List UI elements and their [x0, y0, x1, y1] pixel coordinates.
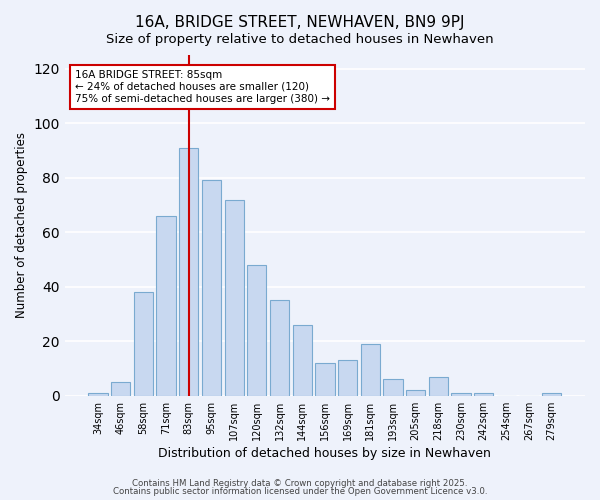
Bar — [247, 265, 266, 396]
Bar — [88, 393, 108, 396]
Text: 16A, BRIDGE STREET, NEWHAVEN, BN9 9PJ: 16A, BRIDGE STREET, NEWHAVEN, BN9 9PJ — [135, 15, 465, 30]
Bar — [338, 360, 357, 396]
Bar — [406, 390, 425, 396]
Bar — [111, 382, 130, 396]
Bar — [383, 380, 403, 396]
Bar — [224, 200, 244, 396]
Text: Size of property relative to detached houses in Newhaven: Size of property relative to detached ho… — [106, 32, 494, 46]
Bar — [542, 393, 562, 396]
Bar — [179, 148, 199, 396]
Text: 16A BRIDGE STREET: 85sqm
← 24% of detached houses are smaller (120)
75% of semi-: 16A BRIDGE STREET: 85sqm ← 24% of detach… — [75, 70, 330, 104]
Bar — [428, 376, 448, 396]
Bar — [474, 393, 493, 396]
Text: Contains HM Land Registry data © Crown copyright and database right 2025.: Contains HM Land Registry data © Crown c… — [132, 478, 468, 488]
Y-axis label: Number of detached properties: Number of detached properties — [15, 132, 28, 318]
Bar — [134, 292, 153, 396]
Text: Contains public sector information licensed under the Open Government Licence v3: Contains public sector information licen… — [113, 487, 487, 496]
Bar — [361, 344, 380, 396]
Bar — [202, 180, 221, 396]
Bar — [157, 216, 176, 396]
Bar — [270, 300, 289, 396]
Bar — [451, 393, 470, 396]
Bar — [315, 363, 335, 396]
Bar — [293, 325, 312, 396]
X-axis label: Distribution of detached houses by size in Newhaven: Distribution of detached houses by size … — [158, 447, 491, 460]
